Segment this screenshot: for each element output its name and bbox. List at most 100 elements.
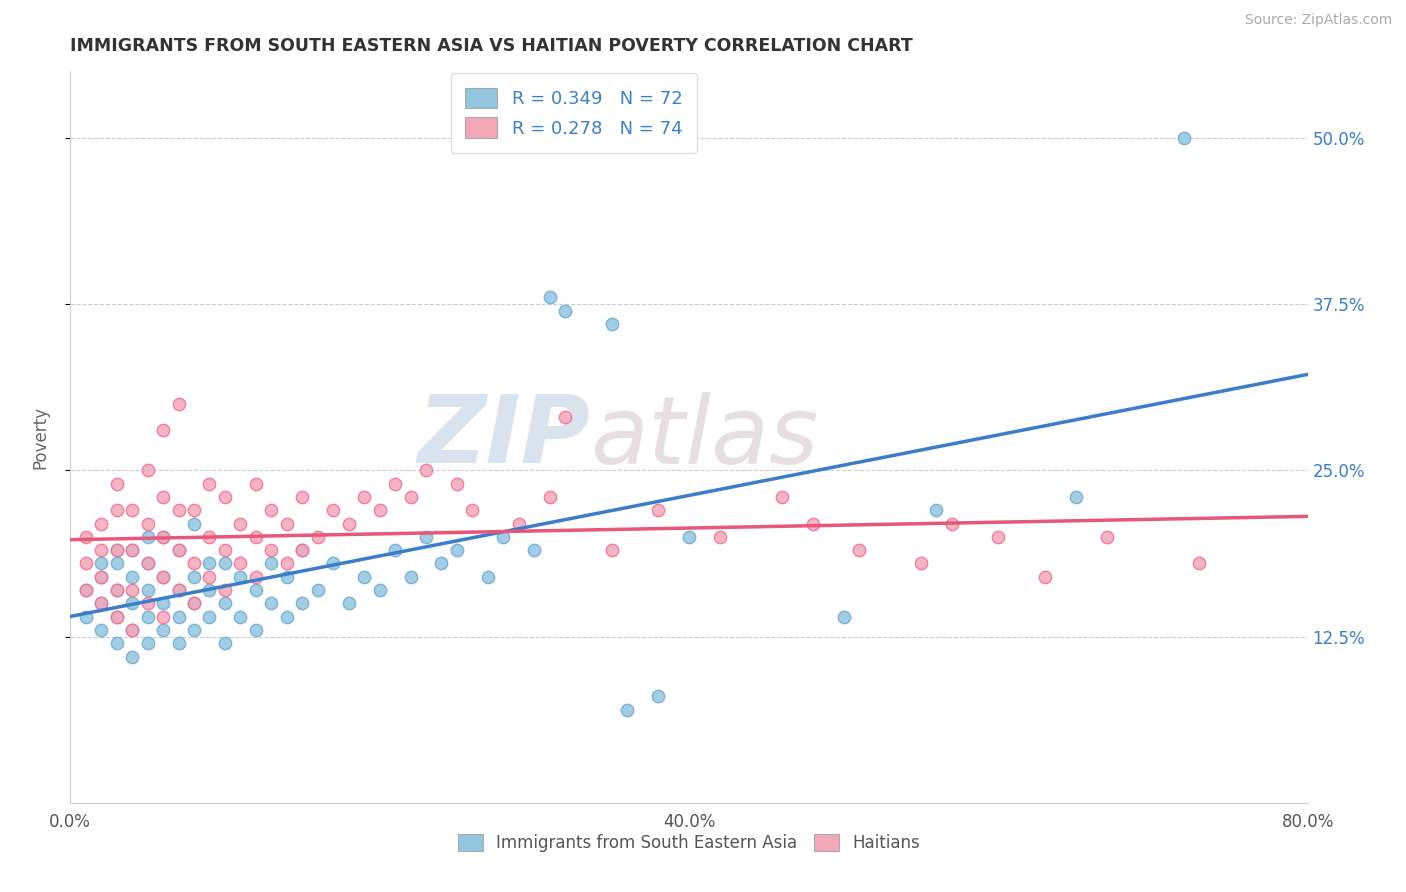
Point: [214, 582, 236, 597]
Point: [600, 543, 623, 558]
Point: [1173, 131, 1195, 145]
Point: [415, 463, 437, 477]
Point: [291, 490, 314, 504]
Point: [276, 609, 298, 624]
Point: [121, 543, 143, 558]
Point: [152, 490, 174, 504]
Point: [136, 636, 159, 650]
Point: [307, 530, 329, 544]
Point: [152, 609, 174, 624]
Point: [90, 516, 112, 531]
Point: [152, 530, 174, 544]
Point: [368, 503, 391, 517]
Point: [260, 557, 283, 571]
Point: [121, 649, 143, 664]
Point: [384, 543, 406, 558]
Point: [136, 530, 159, 544]
Point: [260, 503, 283, 517]
Point: [105, 503, 128, 517]
Point: [245, 570, 267, 584]
Point: [198, 582, 221, 597]
Point: [136, 582, 159, 597]
Point: [430, 557, 453, 571]
Point: [121, 582, 143, 597]
Point: [446, 476, 468, 491]
Point: [368, 582, 391, 597]
Point: [353, 570, 375, 584]
Point: [260, 596, 283, 610]
Point: [75, 557, 97, 571]
Point: [167, 582, 190, 597]
Point: [105, 557, 128, 571]
Point: [183, 557, 205, 571]
Text: IMMIGRANTS FROM SOUTH EASTERN ASIA VS HAITIAN POVERTY CORRELATION CHART: IMMIGRANTS FROM SOUTH EASTERN ASIA VS HA…: [70, 37, 912, 54]
Point: [600, 317, 623, 331]
Point: [136, 557, 159, 571]
Point: [183, 596, 205, 610]
Point: [152, 570, 174, 584]
Point: [399, 490, 422, 504]
Point: [678, 530, 700, 544]
Point: [415, 530, 437, 544]
Point: [90, 543, 112, 558]
Point: [90, 596, 112, 610]
Point: [105, 476, 128, 491]
Point: [90, 557, 112, 571]
Text: Source: ZipAtlas.com: Source: ZipAtlas.com: [1244, 13, 1392, 28]
Point: [121, 623, 143, 637]
Point: [121, 503, 143, 517]
Point: [121, 596, 143, 610]
Point: [801, 516, 824, 531]
Point: [1095, 530, 1118, 544]
Point: [337, 596, 360, 610]
Point: [337, 516, 360, 531]
Point: [353, 490, 375, 504]
Point: [121, 543, 143, 558]
Point: [647, 503, 669, 517]
Point: [121, 623, 143, 637]
Point: [399, 570, 422, 584]
Point: [214, 543, 236, 558]
Point: [90, 596, 112, 610]
Point: [105, 582, 128, 597]
Point: [136, 463, 159, 477]
Point: [245, 623, 267, 637]
Point: [709, 530, 731, 544]
Point: [90, 570, 112, 584]
Point: [538, 490, 561, 504]
Point: [198, 530, 221, 544]
Point: [910, 557, 932, 571]
Point: [167, 503, 190, 517]
Point: [446, 543, 468, 558]
Point: [105, 582, 128, 597]
Point: [183, 570, 205, 584]
Point: [229, 557, 252, 571]
Point: [260, 543, 283, 558]
Point: [105, 636, 128, 650]
Point: [291, 596, 314, 610]
Point: [245, 530, 267, 544]
Text: atlas: atlas: [591, 392, 818, 483]
Point: [229, 570, 252, 584]
Point: [554, 410, 576, 425]
Point: [276, 516, 298, 531]
Point: [167, 543, 190, 558]
Point: [183, 516, 205, 531]
Point: [105, 609, 128, 624]
Point: [152, 570, 174, 584]
Point: [832, 609, 855, 624]
Point: [616, 703, 638, 717]
Point: [276, 570, 298, 584]
Point: [90, 623, 112, 637]
Point: [1064, 490, 1087, 504]
Point: [322, 503, 344, 517]
Point: [75, 582, 97, 597]
Point: [925, 503, 948, 517]
Y-axis label: Poverty: Poverty: [31, 406, 49, 468]
Point: [276, 557, 298, 571]
Point: [214, 490, 236, 504]
Point: [198, 476, 221, 491]
Point: [229, 516, 252, 531]
Point: [848, 543, 870, 558]
Point: [770, 490, 793, 504]
